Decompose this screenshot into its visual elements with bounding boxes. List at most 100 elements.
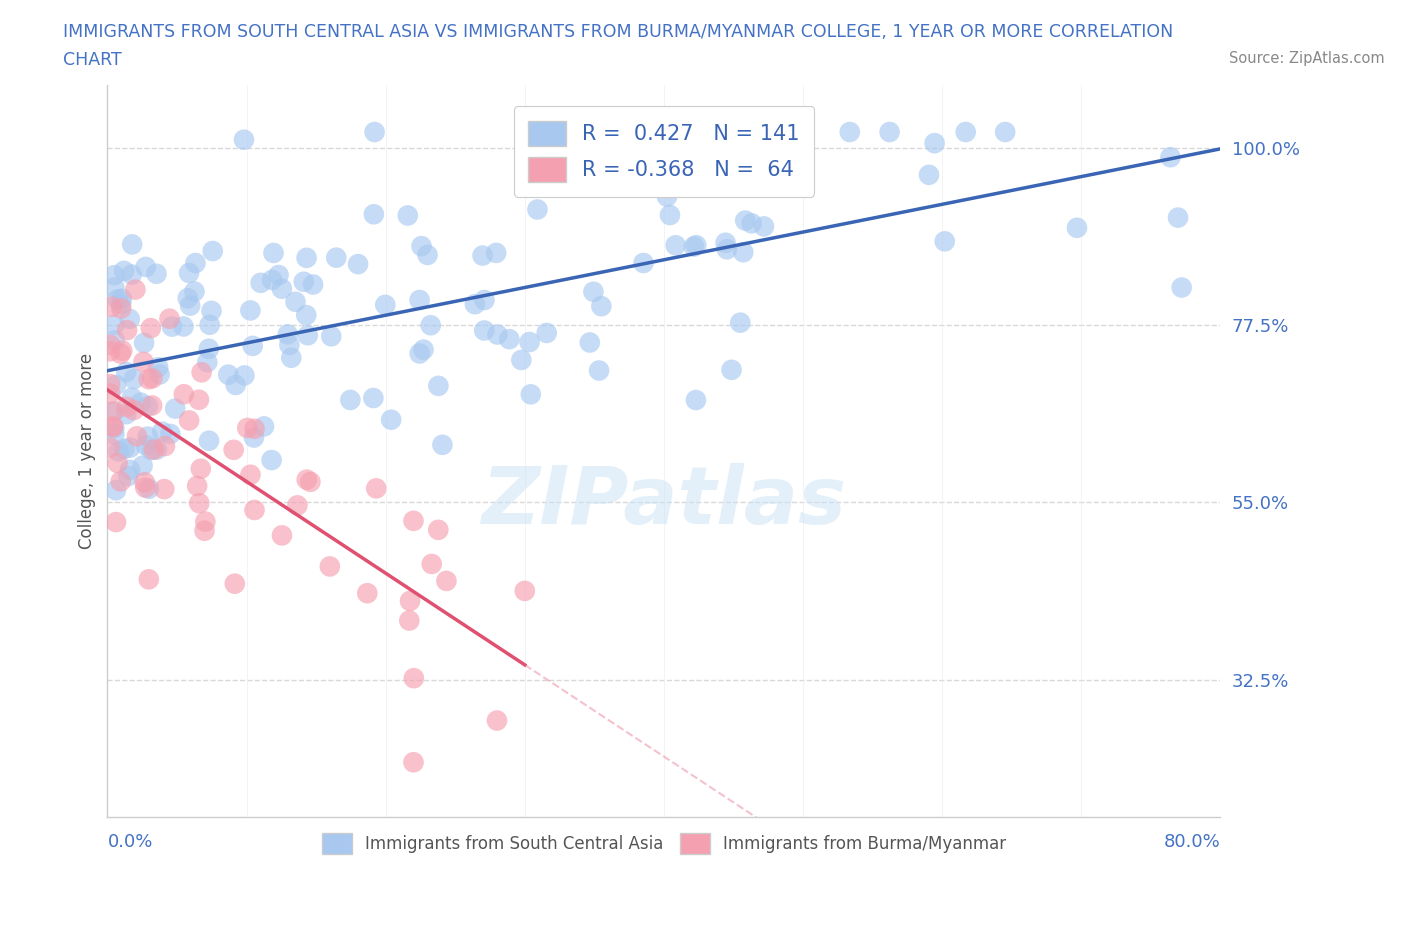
Point <box>179 413 201 428</box>
Point <box>398 613 420 628</box>
Point <box>184 256 207 271</box>
Point <box>129 395 152 410</box>
Point <box>263 246 285 260</box>
Point <box>498 332 520 347</box>
Point <box>159 427 181 442</box>
Point <box>101 419 124 434</box>
Point <box>486 327 509 342</box>
Point <box>115 323 138 338</box>
Point <box>117 469 139 484</box>
Point <box>471 248 494 263</box>
Point <box>752 219 775 233</box>
Point <box>121 267 143 282</box>
Y-axis label: College, 1 year or more: College, 1 year or more <box>79 353 96 549</box>
Point <box>146 442 169 457</box>
Text: 80.0%: 80.0% <box>1164 833 1220 851</box>
Point <box>879 125 901 140</box>
Point <box>720 363 742 378</box>
Point <box>249 275 271 290</box>
Point <box>434 574 457 589</box>
Point <box>146 360 169 375</box>
Point <box>98 338 121 352</box>
Point <box>582 285 605 299</box>
Point <box>536 326 558 340</box>
Point <box>271 528 294 543</box>
Point <box>190 365 212 379</box>
Point <box>287 498 309 512</box>
Point <box>239 303 262 318</box>
Point <box>132 336 155 351</box>
Point <box>243 502 266 517</box>
Point <box>103 317 125 332</box>
Point <box>918 167 941 182</box>
Point <box>526 202 548 217</box>
Point <box>125 429 148 444</box>
Point <box>416 247 439 262</box>
Point <box>411 239 433 254</box>
Point <box>188 496 211 511</box>
Point <box>260 453 283 468</box>
Point <box>222 443 245 458</box>
Point <box>141 443 163 458</box>
Point <box>485 713 508 728</box>
Point <box>136 399 159 414</box>
Point <box>589 163 612 178</box>
Point <box>520 387 543 402</box>
Point <box>149 367 172 382</box>
Point <box>177 266 200 281</box>
Point <box>103 427 125 442</box>
Point <box>194 514 217 529</box>
Point <box>427 379 450 393</box>
Point <box>224 577 246 591</box>
Point <box>190 461 212 476</box>
Point <box>105 483 128 498</box>
Point <box>122 372 145 387</box>
Point <box>302 277 325 292</box>
Point <box>685 238 707 253</box>
Point <box>374 298 396 312</box>
Point <box>579 335 602 350</box>
Point <box>402 671 425 685</box>
Point <box>153 439 176 454</box>
Point <box>131 458 153 473</box>
Point <box>838 125 860 140</box>
Point <box>111 291 134 306</box>
Point <box>548 142 571 157</box>
Point <box>115 365 138 379</box>
Point <box>110 301 132 316</box>
Point <box>195 354 218 369</box>
Point <box>236 420 259 435</box>
Point <box>138 482 160 497</box>
Point <box>101 405 124 419</box>
Point <box>101 419 124 434</box>
Point <box>135 259 157 274</box>
Point <box>380 412 402 427</box>
Point <box>730 315 752 330</box>
Point <box>142 442 165 457</box>
Point <box>141 371 163 386</box>
Point <box>217 367 239 382</box>
Point <box>103 420 125 435</box>
Point <box>716 242 738 257</box>
Point <box>741 216 763 231</box>
Point <box>1066 220 1088 235</box>
Legend: Immigrants from South Central Asia, Immigrants from Burma/Myanmar: Immigrants from South Central Asia, Immi… <box>315 827 1014 860</box>
Point <box>115 399 138 414</box>
Point <box>104 333 127 348</box>
Point <box>135 438 157 453</box>
Point <box>242 339 264 353</box>
Point <box>108 444 131 458</box>
Point <box>134 475 156 490</box>
Point <box>321 329 343 344</box>
Point <box>295 308 318 323</box>
Point <box>591 299 613 313</box>
Point <box>297 327 319 342</box>
Point <box>115 406 138 421</box>
Point <box>121 237 143 252</box>
Point <box>225 378 247 392</box>
Point <box>160 319 183 334</box>
Point <box>690 127 713 142</box>
Point <box>408 346 430 361</box>
Point <box>510 352 533 367</box>
Point <box>295 472 318 487</box>
